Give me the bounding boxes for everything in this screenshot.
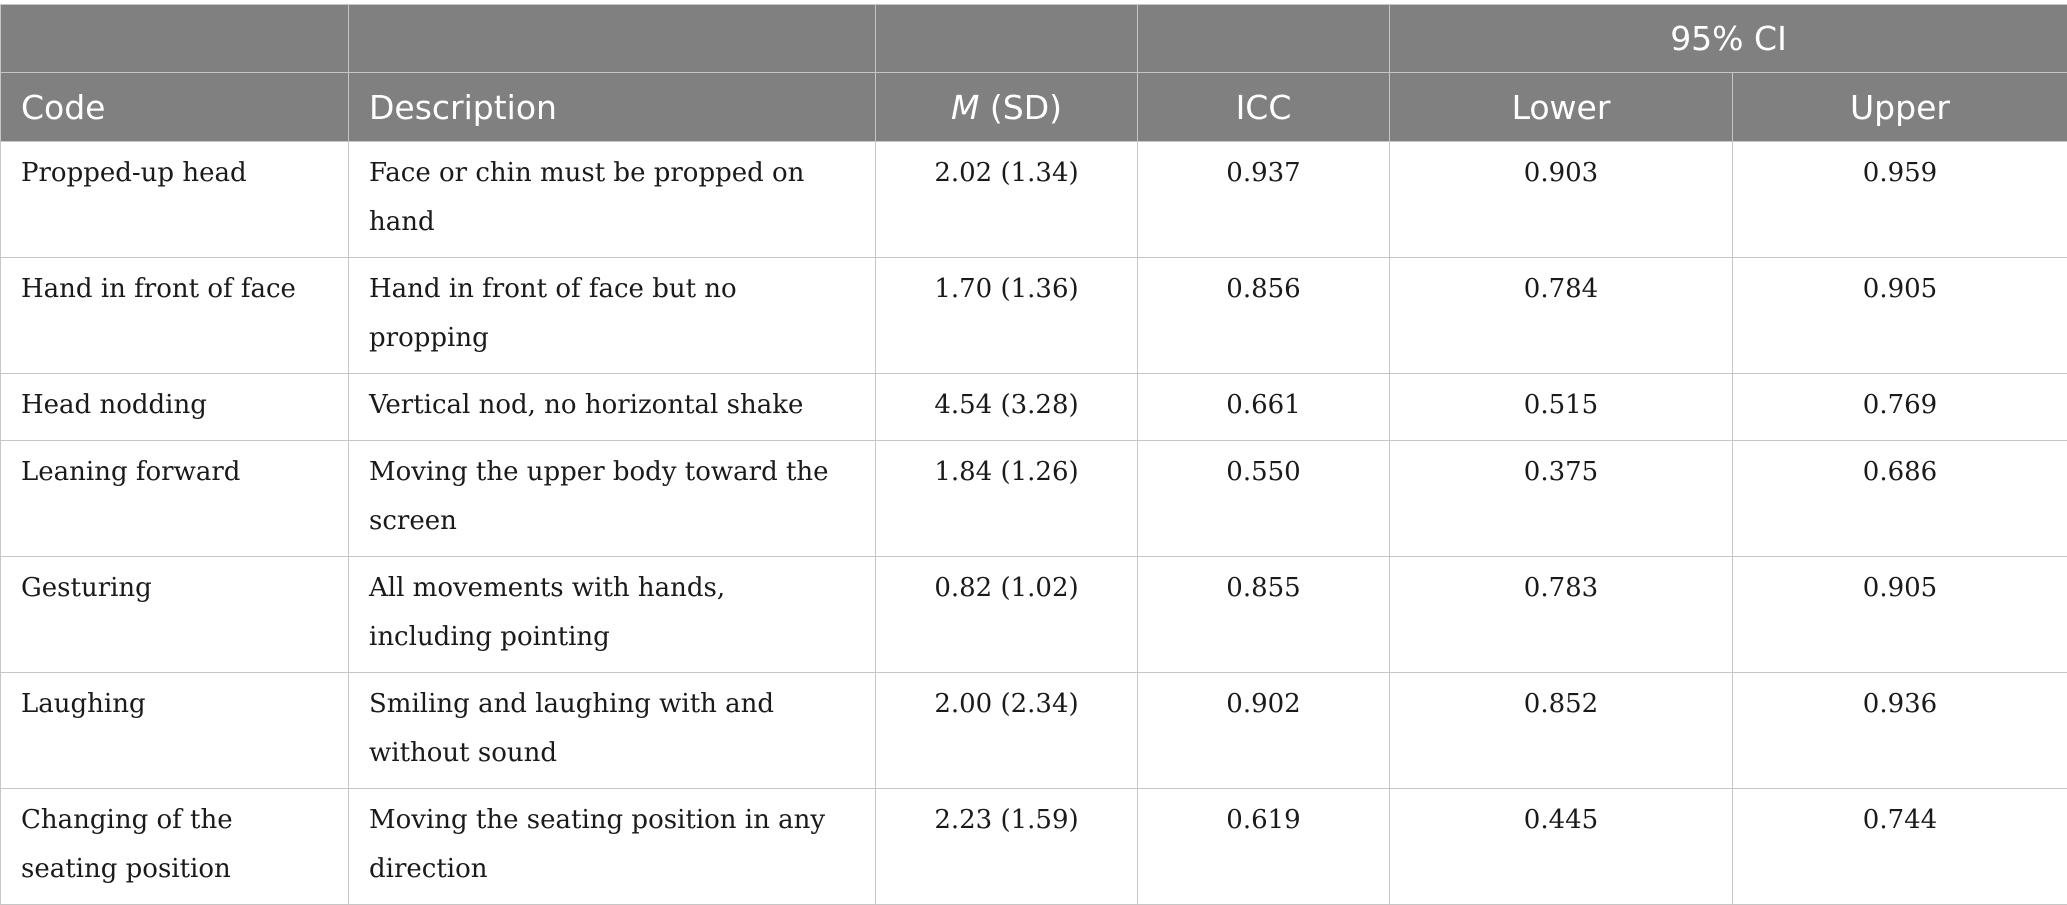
cell-lower: 0.784 <box>1390 258 1733 374</box>
cell-lower: 0.783 <box>1390 557 1733 673</box>
header-empty-cell <box>876 5 1138 73</box>
cell-lower: 0.515 <box>1390 374 1733 441</box>
cell-icc: 0.902 <box>1138 673 1390 789</box>
cell-upper: 0.744 <box>1733 789 2067 905</box>
cell-code: Propped-up head <box>1 142 349 258</box>
cell-icc: 0.855 <box>1138 557 1390 673</box>
cell-upper: 0.936 <box>1733 673 2067 789</box>
table-row: Leaning forward Moving the upper body to… <box>1 441 2067 557</box>
cell-code: Head nodding <box>1 374 349 441</box>
cell-msd: 1.84 (1.26) <box>876 441 1138 557</box>
cell-description: Smiling and laughing with and without so… <box>349 673 876 789</box>
header-empty-cell <box>1138 5 1390 73</box>
table-row: Laughing Smiling and laughing with and w… <box>1 673 2067 789</box>
cell-upper: 0.959 <box>1733 142 2067 258</box>
header-code: Code <box>1 73 349 142</box>
cell-lower: 0.375 <box>1390 441 1733 557</box>
header-icc: ICC <box>1138 73 1390 142</box>
cell-upper: 0.905 <box>1733 557 2067 673</box>
cell-code: Hand in front of face <box>1 258 349 374</box>
cell-code: Changing of the seating position <box>1 789 349 905</box>
header-upper: Upper <box>1733 73 2067 142</box>
header-group-row: 95% CI <box>1 5 2067 73</box>
cell-upper: 0.905 <box>1733 258 2067 374</box>
cell-msd: 2.23 (1.59) <box>876 789 1138 905</box>
table-row: Head nodding Vertical nod, no horizontal… <box>1 374 2067 441</box>
cell-description: Face or chin must be propped on hand <box>349 142 876 258</box>
header-description: Description <box>349 73 876 142</box>
cell-description: All movements with hands, including poin… <box>349 557 876 673</box>
cell-msd: 0.82 (1.02) <box>876 557 1138 673</box>
header-msd-sd: (SD) <box>979 88 1062 127</box>
cell-code: Laughing <box>1 673 349 789</box>
cell-lower: 0.903 <box>1390 142 1733 258</box>
cell-code: Leaning forward <box>1 441 349 557</box>
table-row: Hand in front of face Hand in front of f… <box>1 258 2067 374</box>
cell-msd: 1.70 (1.36) <box>876 258 1138 374</box>
table-body: Propped-up head Face or chin must be pro… <box>1 142 2067 905</box>
table-row: Propped-up head Face or chin must be pro… <box>1 142 2067 258</box>
header-95ci: 95% CI <box>1390 5 2067 73</box>
cell-upper: 0.686 <box>1733 441 2067 557</box>
header-empty-cell <box>349 5 876 73</box>
cell-msd: 4.54 (3.28) <box>876 374 1138 441</box>
cell-description: Moving the upper body toward the screen <box>349 441 876 557</box>
header-column-row: Code Description M (SD) ICC Lower Upper <box>1 73 2067 142</box>
table-header: 95% CI Code Description M (SD) ICC Lower… <box>1 5 2067 142</box>
header-msd: M (SD) <box>876 73 1138 142</box>
cell-description: Hand in front of face but no propping <box>349 258 876 374</box>
cell-icc: 0.661 <box>1138 374 1390 441</box>
cell-description: Moving the seating position in any direc… <box>349 789 876 905</box>
cell-icc: 0.937 <box>1138 142 1390 258</box>
cell-icc: 0.550 <box>1138 441 1390 557</box>
cell-code: Gesturing <box>1 557 349 673</box>
cell-icc: 0.856 <box>1138 258 1390 374</box>
cell-lower: 0.445 <box>1390 789 1733 905</box>
cell-icc: 0.619 <box>1138 789 1390 905</box>
icc-table: 95% CI Code Description M (SD) ICC Lower… <box>0 4 2067 905</box>
cell-description: Vertical nod, no horizontal shake <box>349 374 876 441</box>
cell-lower: 0.852 <box>1390 673 1733 789</box>
header-empty-cell <box>1 5 349 73</box>
cell-msd: 2.02 (1.34) <box>876 142 1138 258</box>
table-row: Changing of the seating position Moving … <box>1 789 2067 905</box>
cell-msd: 2.00 (2.34) <box>876 673 1138 789</box>
table-row: Gesturing All movements with hands, incl… <box>1 557 2067 673</box>
header-msd-m: M <box>951 88 979 127</box>
cell-upper: 0.769 <box>1733 374 2067 441</box>
header-lower: Lower <box>1390 73 1733 142</box>
